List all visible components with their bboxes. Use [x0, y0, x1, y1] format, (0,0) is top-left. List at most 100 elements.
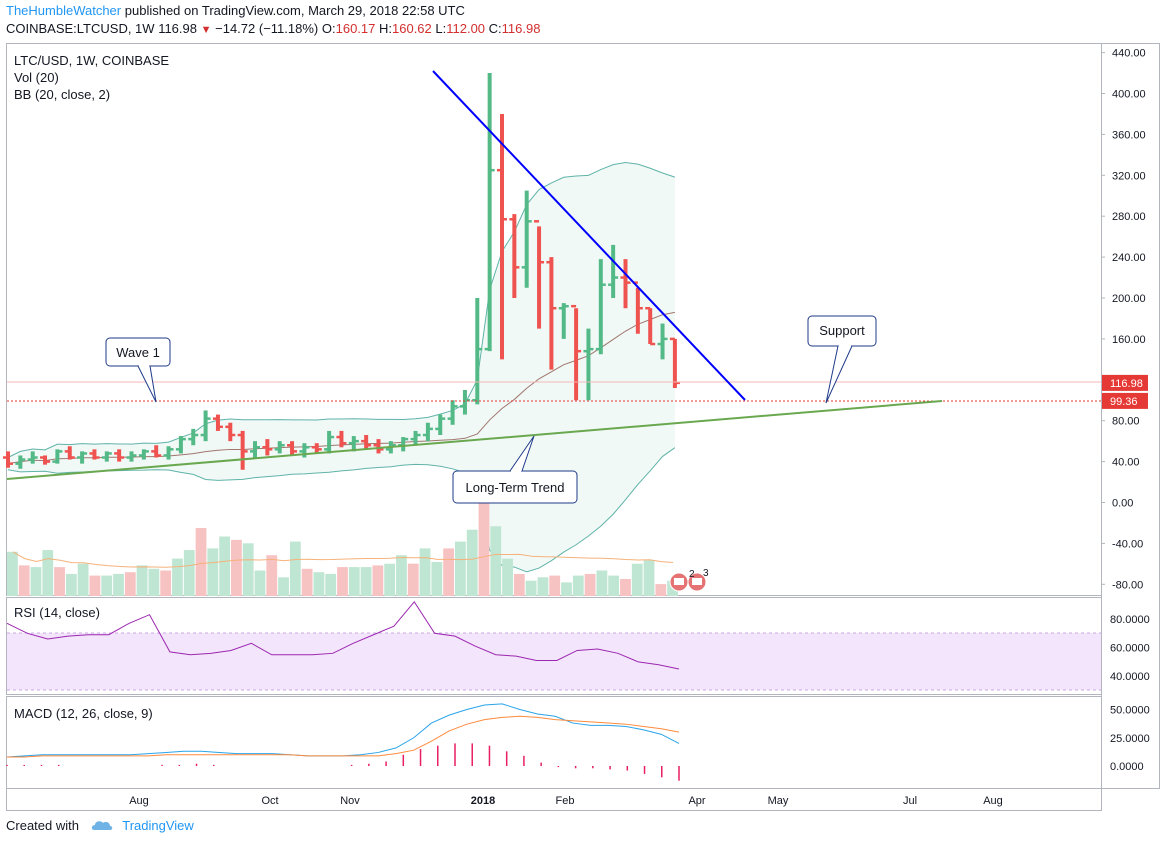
- ohlc-bar: [484, 73, 495, 352]
- close-label: C:: [488, 21, 502, 36]
- price-axis[interactable]: [1101, 43, 1160, 789]
- last-price: 116.98: [158, 21, 197, 36]
- open-label: O:: [321, 21, 336, 36]
- event-count-2: 3: [703, 568, 709, 579]
- price-tick-label: 400.00: [1112, 89, 1146, 101]
- ohlc-bar: [324, 430, 335, 454]
- volume-bar: [219, 536, 230, 596]
- rsi-tick-label: 80.0000: [1110, 614, 1150, 626]
- volume-bar: [631, 563, 643, 596]
- ohlc-bar: [546, 257, 557, 370]
- volume-bar: [549, 575, 561, 596]
- price-tick-label: -80.00: [1112, 579, 1143, 591]
- volume-bar: [337, 567, 348, 596]
- main-legend: LTC/USD, 1W, COINBASE: [14, 53, 169, 68]
- time-tick-label: Oct: [261, 795, 278, 807]
- created-with-text: Created with: [6, 818, 79, 833]
- event-flag-icon[interactable]: 2 3: [669, 568, 709, 592]
- descending-trendline[interactable]: [432, 70, 746, 401]
- ohlc-bar: [250, 441, 260, 458]
- volume-bar: [231, 539, 242, 596]
- volume-bar: [7, 551, 18, 596]
- macd-pane[interactable]: [6, 696, 1102, 789]
- tradingview-cloud-icon: [91, 821, 112, 830]
- volume-bar: [254, 570, 266, 596]
- price-tag: [1102, 392, 1148, 409]
- long-term-trendline[interactable]: [6, 400, 943, 480]
- rsi-band: [7, 633, 1101, 690]
- ohlc-bar: [459, 390, 470, 415]
- volume-bar: [572, 575, 584, 596]
- time-tick-label: Nov: [340, 795, 360, 807]
- wave1-callout[interactable]: Wave 1: [105, 337, 171, 403]
- time-tick-label: Aug: [983, 795, 1003, 807]
- volume-bar: [207, 548, 219, 596]
- volume-bar: [584, 573, 596, 596]
- volume-bar: [195, 528, 207, 596]
- volume-bars: [7, 492, 678, 596]
- ohlc-bar: [188, 428, 199, 446]
- price-tag-label: 99.36: [1110, 396, 1138, 408]
- volume-bar: [466, 529, 478, 596]
- price-tick-label: 240.00: [1112, 252, 1146, 264]
- volume-bar: [289, 541, 301, 596]
- ohlc-bar: [645, 306, 656, 346]
- volume-bar: [101, 575, 113, 596]
- ohlc-bar: [64, 446, 75, 460]
- volume-bar: [242, 543, 254, 596]
- ohlc-bar: [595, 259, 606, 355]
- price-tick-label: 0.00: [1112, 498, 1133, 510]
- low-value: 112.00: [446, 21, 486, 36]
- ohlc-bar: [3, 451, 13, 468]
- volume-bar: [42, 550, 54, 596]
- rsi-series: [6, 600, 680, 670]
- volume-bar: [301, 568, 313, 596]
- volume-bar: [608, 575, 620, 596]
- symbol-info: COINBASE:LTCUSD, 1W 116.98 ▼ −14.72 (−11…: [6, 21, 540, 36]
- published-text: published on TradingView.com, March 29, …: [124, 3, 465, 18]
- volume-bar: [655, 584, 667, 596]
- ohlc-bar: [410, 430, 421, 446]
- trend-callout[interactable]: Long-Term Trend: [452, 435, 578, 504]
- ohlc-bar: [274, 441, 285, 454]
- ohlc-bar: [151, 445, 162, 458]
- ohlc-bar: [114, 449, 125, 462]
- tradingview-link[interactable]: TradingView: [122, 818, 194, 833]
- rsi-tick-label: 40.0000: [1110, 671, 1150, 683]
- volume-bar: [419, 548, 431, 596]
- ohlc-bar: [138, 449, 149, 460]
- time-tick-label: May: [768, 795, 789, 807]
- volume-bar: [54, 567, 65, 596]
- volume-bar: [490, 526, 502, 596]
- ohlc-bar: [620, 259, 631, 309]
- volume-bar: [561, 582, 572, 596]
- macd-tick-label: 50.0000: [1110, 705, 1150, 717]
- volume-bar: [372, 565, 384, 596]
- volume-bar: [77, 563, 89, 596]
- ohlc-bar: [287, 441, 298, 456]
- volume-bar: [18, 565, 30, 596]
- volume-bar: [278, 577, 289, 596]
- ohlc-bar: [126, 451, 137, 462]
- ohlc-bar: [89, 449, 100, 460]
- volume-bar: [65, 573, 77, 596]
- author-link[interactable]: TheHumbleWatcher: [6, 3, 122, 18]
- time-axis[interactable]: [6, 788, 1102, 811]
- support-callout[interactable]: Support: [807, 315, 877, 404]
- ohlc-bar: [163, 446, 174, 460]
- macd-legend: MACD (12, 26, close, 9): [14, 706, 153, 721]
- footer: Created with TradingView: [6, 818, 194, 833]
- volume-bar: [455, 541, 466, 596]
- ohlc-bar: [534, 220, 545, 329]
- ohlc-bar: [237, 430, 248, 470]
- volume-bar: [325, 573, 337, 596]
- volume-ma: [12, 551, 674, 568]
- ohlc-bar: [336, 430, 347, 448]
- volume-bar: [266, 555, 278, 596]
- symbol-label: COINBASE:LTCUSD, 1W: [6, 21, 155, 36]
- volume-bar: [148, 568, 160, 596]
- volume-bar: [620, 579, 631, 596]
- volume-bar: [537, 577, 549, 596]
- macd-lines: [6, 703, 680, 781]
